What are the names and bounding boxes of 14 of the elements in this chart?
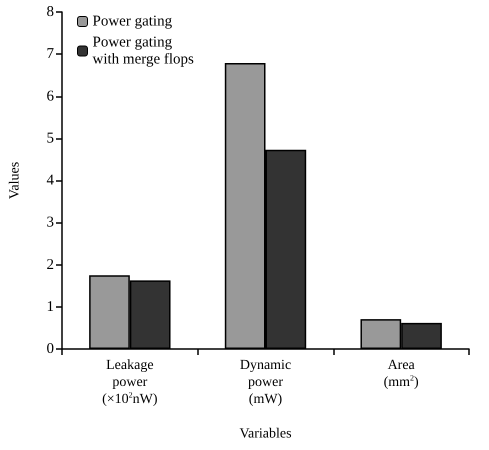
y-tick-label: 4 [46, 172, 54, 188]
y-tick-label: 6 [46, 88, 54, 104]
y-tick-label: 3 [46, 214, 54, 231]
y-tick-label: 0 [46, 341, 54, 357]
y-tick-label: 8 [46, 4, 54, 20]
legend-label: Power gating with merge flops [92, 34, 194, 68]
y-tick-label: 2 [46, 256, 54, 273]
y-tick-label: 5 [46, 130, 54, 146]
y-axis-title: Values [8, 162, 22, 200]
x-tick-label: Dynamic power (mW) [240, 358, 292, 407]
y-tick-label: 1 [46, 298, 54, 315]
x-axis-title: Variables [239, 426, 292, 442]
legend-label: Power gating [92, 14, 173, 30]
y-tick-label: 7 [46, 46, 54, 62]
